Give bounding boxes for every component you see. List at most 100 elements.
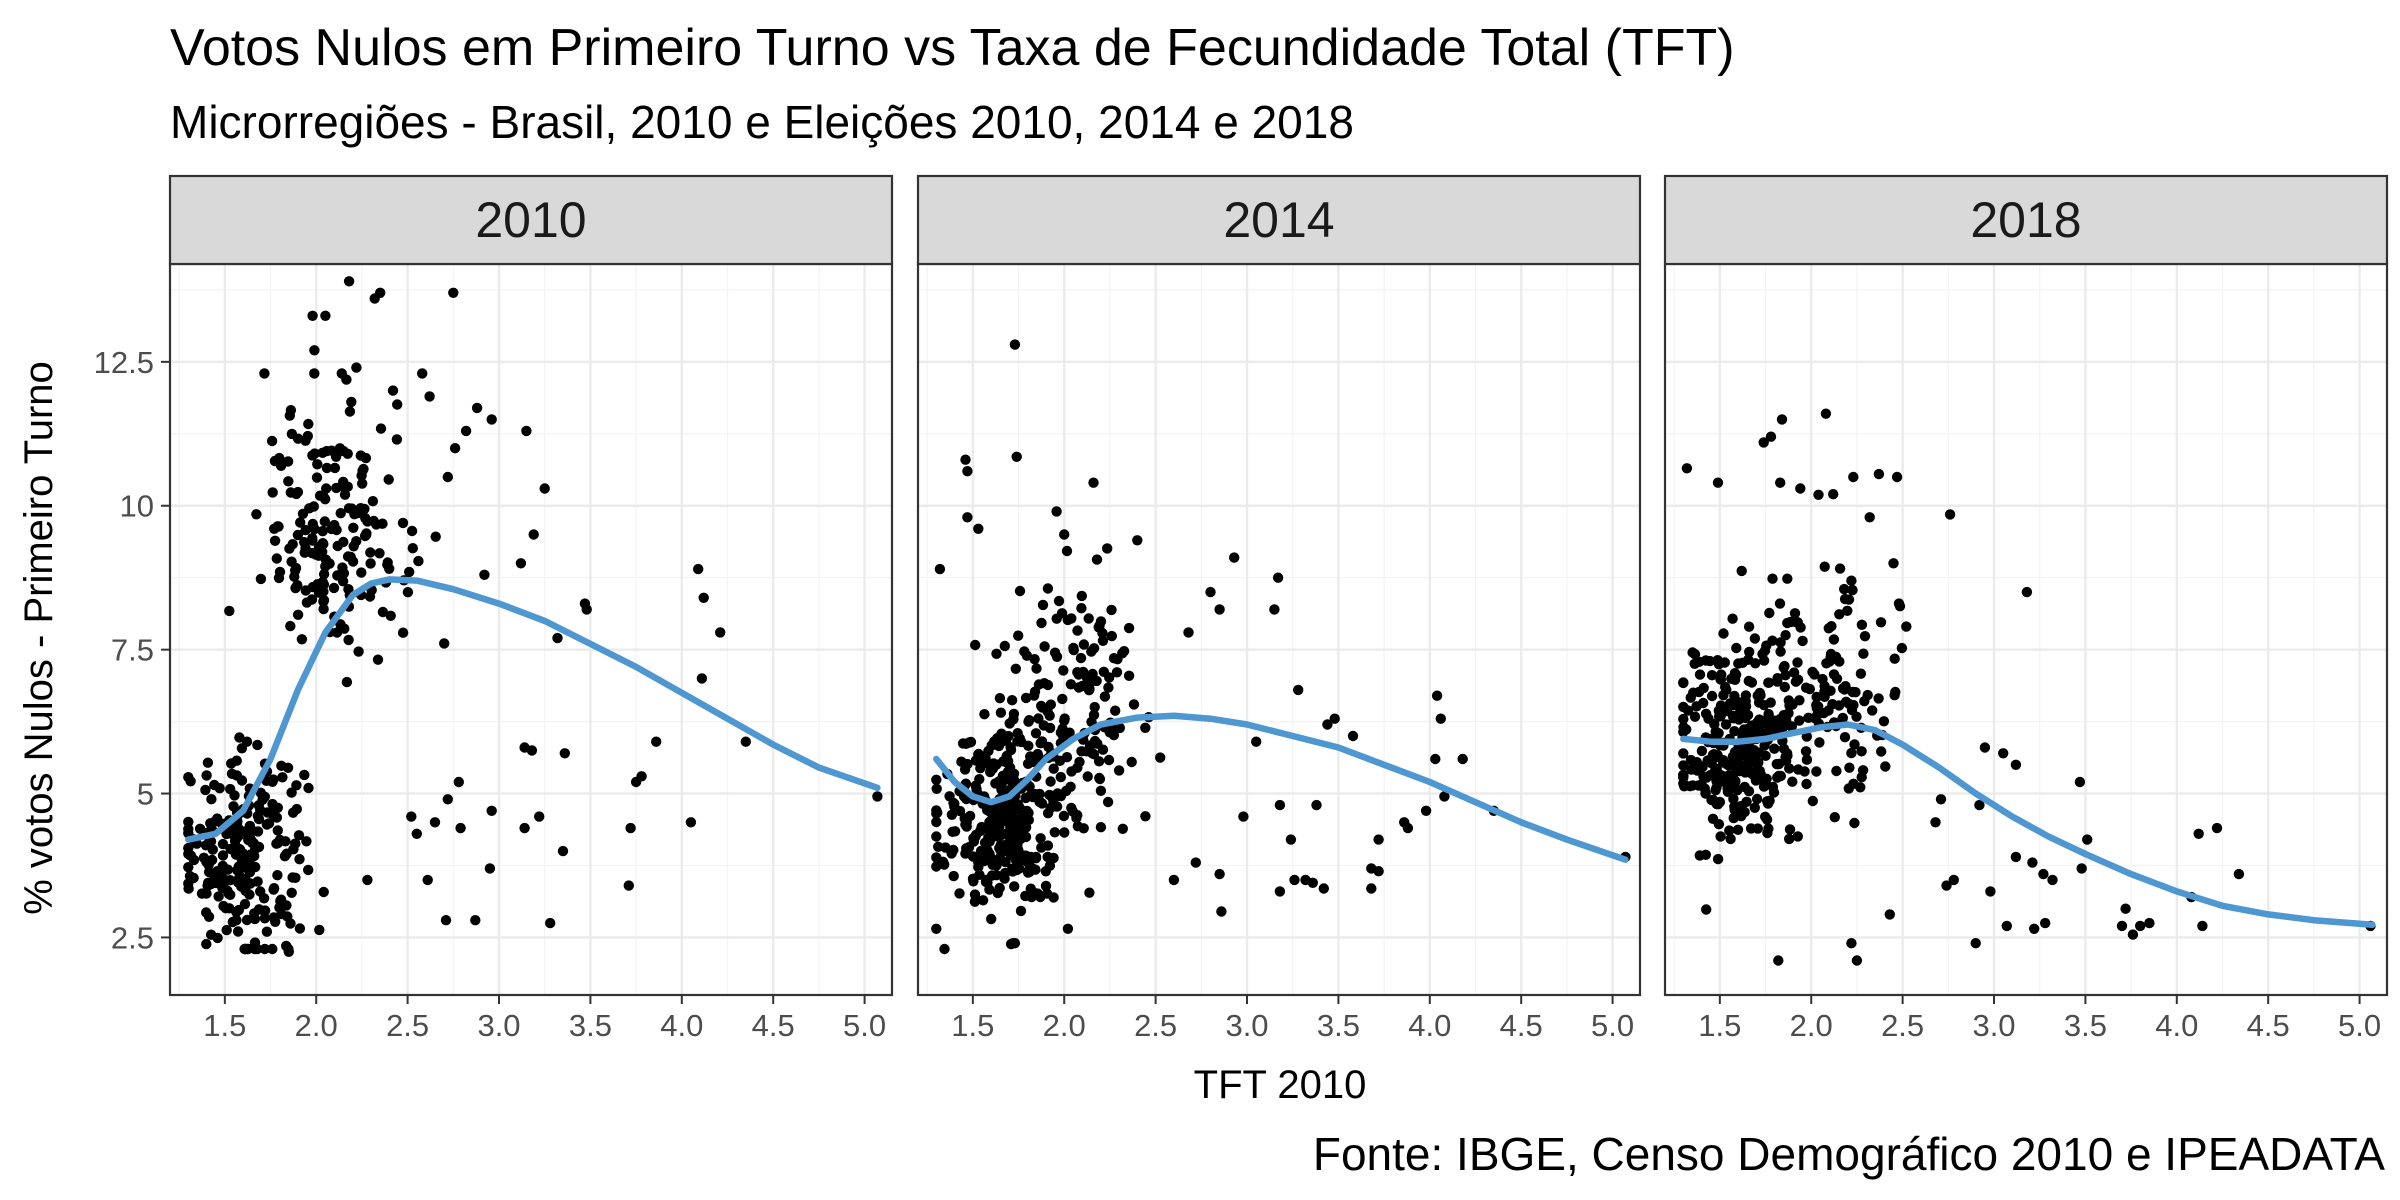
- data-point: [1015, 905, 1027, 917]
- data-point: [1031, 663, 1042, 674]
- data-point: [1071, 812, 1082, 824]
- data-point: [973, 523, 984, 534]
- data-point: [1214, 604, 1225, 615]
- data-point: [1205, 586, 1216, 598]
- facet-strip: [916, 174, 1642, 266]
- data-point: [1716, 770, 1727, 781]
- data-point: [309, 368, 320, 379]
- data-point: [1744, 646, 1755, 658]
- data-point: [994, 693, 1006, 704]
- data-point: [406, 811, 417, 822]
- data-point: [1065, 679, 1077, 690]
- panel-background: [1665, 264, 2387, 995]
- data-point: [1742, 709, 1754, 721]
- data-point: [1001, 750, 1012, 762]
- data-point: [1691, 757, 1703, 768]
- data-point: [991, 648, 1002, 659]
- data-point: [234, 732, 245, 743]
- data-point: [1678, 748, 1689, 759]
- data-point: [351, 536, 362, 547]
- data-point: [2120, 903, 2131, 914]
- data-point: [1762, 827, 1773, 839]
- data-point: [1974, 799, 1985, 811]
- data-point: [2021, 586, 2033, 598]
- data-point: [295, 517, 306, 528]
- data-point: [1844, 762, 1855, 773]
- data-point: [1828, 489, 1839, 500]
- data-point: [651, 736, 662, 747]
- data-point: [1834, 656, 1845, 667]
- data-point: [1073, 669, 1084, 680]
- data-point: [969, 889, 981, 900]
- y-tick-label: 7.5: [111, 633, 154, 668]
- data-point: [1123, 622, 1135, 634]
- data-point: [383, 474, 394, 485]
- data-point: [1017, 812, 1028, 823]
- data-point: [1839, 583, 1850, 595]
- data-point: [1728, 793, 1739, 805]
- data-point: [1712, 853, 1724, 865]
- data-point: [931, 852, 942, 863]
- facet-panel-2014: 2014 1.5 2.0 2.5 3.0 3.5 4.0 4.5 5.0: [916, 174, 1642, 1043]
- data-point: [267, 487, 278, 498]
- data-point: [1792, 657, 1803, 668]
- data-point: [404, 566, 415, 578]
- data-point: [1431, 690, 1443, 701]
- data-point: [559, 748, 570, 759]
- data-point: [470, 915, 481, 926]
- data-point: [377, 606, 389, 618]
- data-point: [1044, 710, 1055, 721]
- data-point: [1117, 648, 1128, 659]
- data-point: [471, 402, 483, 414]
- data-point: [359, 530, 371, 542]
- data-point: [449, 443, 461, 454]
- data-point: [2001, 920, 2013, 932]
- data-point: [309, 448, 320, 459]
- data-point: [1750, 658, 1761, 669]
- data-point: [269, 455, 281, 467]
- data-point: [1747, 724, 1758, 735]
- data-point: [1823, 705, 1834, 716]
- data-point: [1269, 604, 1280, 615]
- data-point: [1811, 766, 1822, 777]
- data-point: [1066, 802, 1077, 814]
- x-tick-label: 3.0: [1225, 1008, 1268, 1043]
- data-point: [287, 539, 298, 550]
- data-point: [962, 466, 973, 477]
- data-point: [1140, 722, 1151, 733]
- data-point: [188, 872, 199, 884]
- data-point: [1814, 737, 1825, 748]
- data-point: [269, 535, 281, 546]
- data-point: [206, 794, 217, 805]
- data-point: [448, 287, 459, 298]
- data-point: [251, 509, 262, 520]
- data-point: [519, 822, 530, 834]
- data-point: [979, 837, 991, 848]
- facet-strip: [1663, 174, 2389, 266]
- data-point: [1694, 669, 1706, 680]
- data-point: [1767, 573, 1778, 584]
- data-point: [1108, 729, 1120, 741]
- x-tick-label: 4.0: [2155, 1008, 2198, 1043]
- data-point: [1985, 886, 1996, 897]
- data-point: [1049, 647, 1061, 658]
- data-point: [2047, 874, 2058, 886]
- data-point: [259, 906, 270, 917]
- data-point: [1819, 561, 1830, 572]
- data-point: [515, 558, 527, 569]
- data-point: [252, 876, 263, 887]
- data-point: [1741, 796, 1752, 807]
- data-point: [1733, 658, 1744, 669]
- data-point: [715, 627, 726, 638]
- data-point: [385, 610, 396, 621]
- data-point: [1117, 823, 1129, 834]
- data-point: [342, 551, 354, 562]
- data-point: [1689, 658, 1700, 669]
- x-tick-label: 4.5: [2247, 1008, 2290, 1043]
- data-point: [1059, 713, 1070, 724]
- data-point: [992, 887, 1003, 899]
- data-point: [1775, 770, 1787, 782]
- data-point: [973, 857, 984, 868]
- data-point: [1758, 700, 1770, 711]
- data-point: [1773, 718, 1784, 729]
